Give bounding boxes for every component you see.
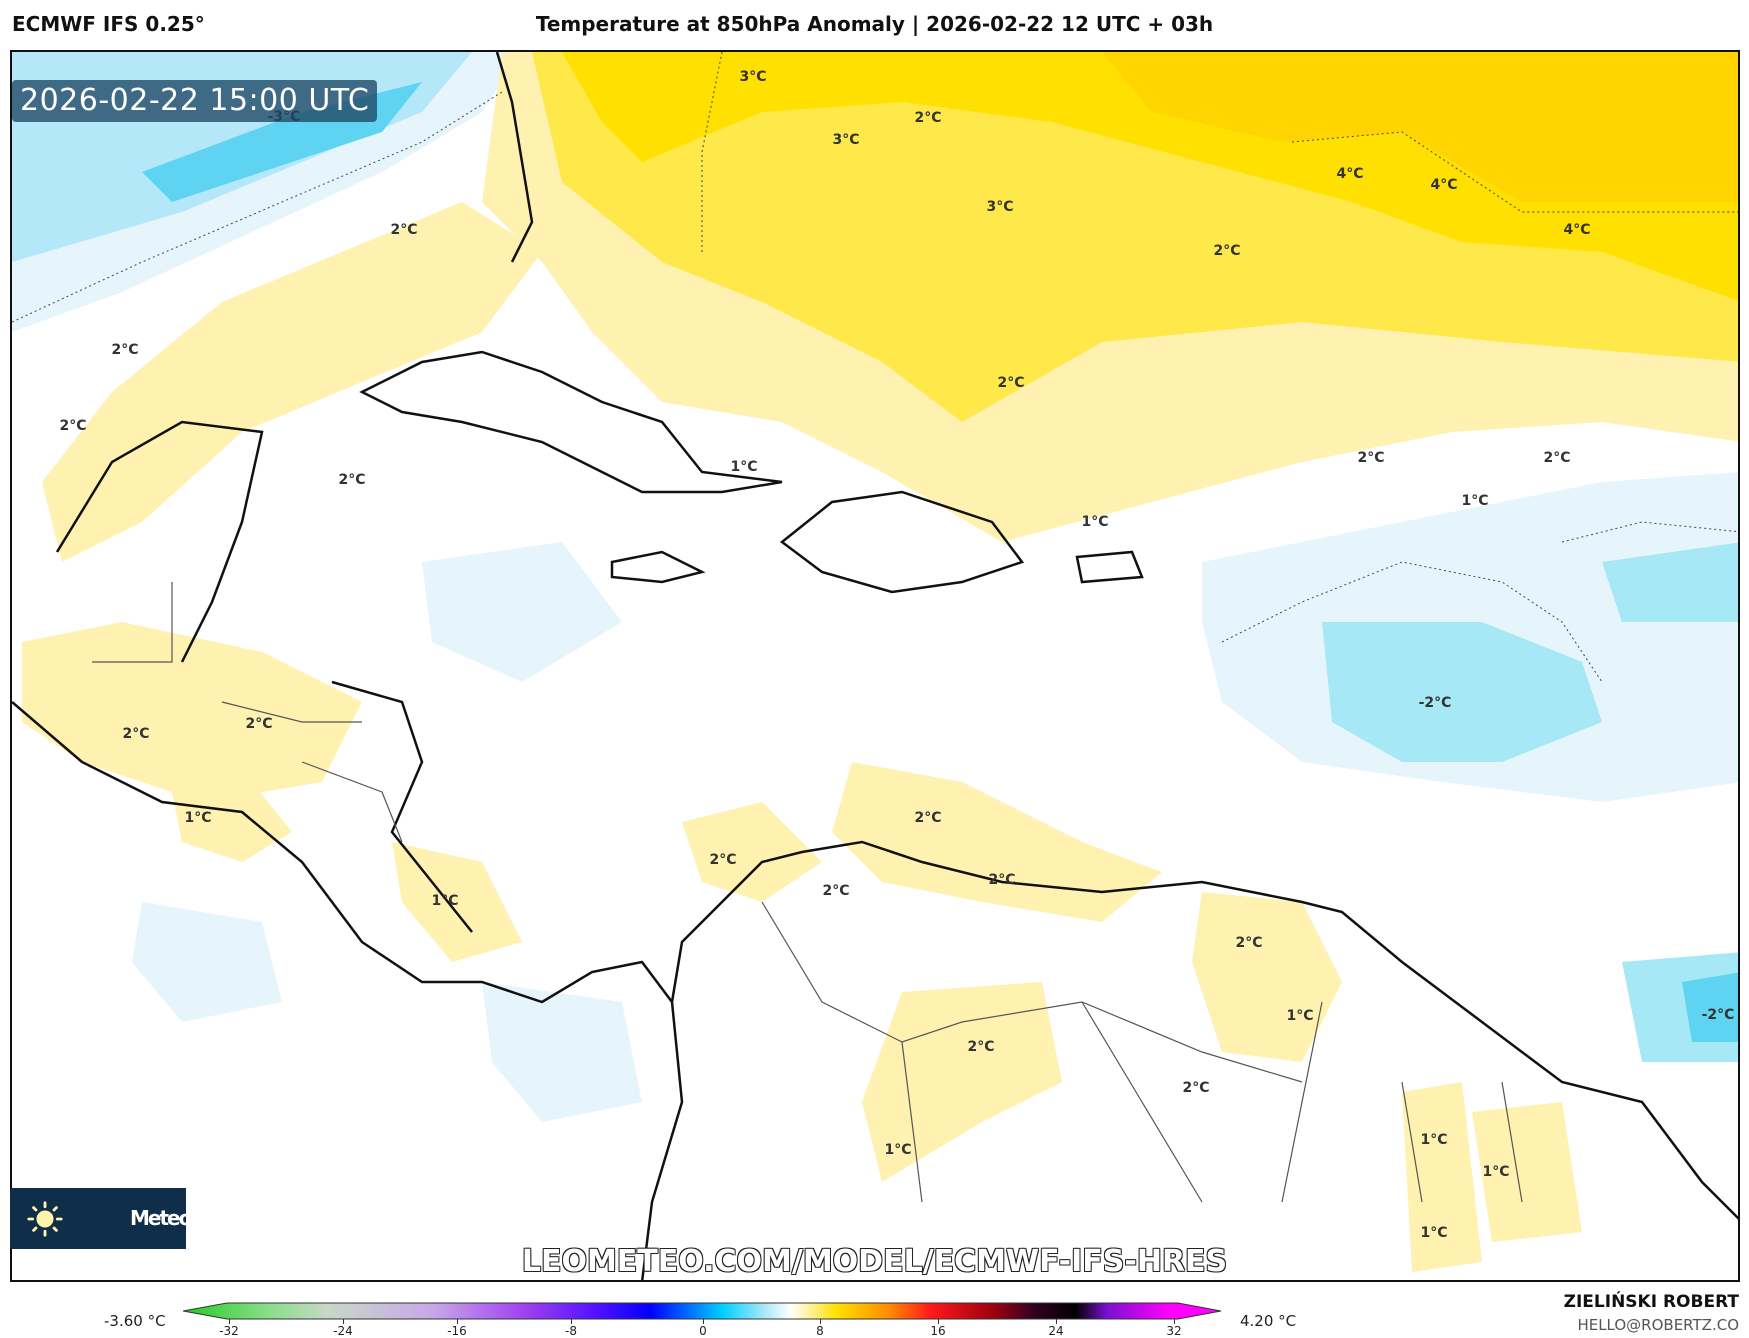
colorbar-tick-label: -16 bbox=[447, 1324, 467, 1338]
colorbar-tick-label: 8 bbox=[816, 1324, 824, 1338]
colorbar-tick-mark bbox=[229, 1319, 230, 1324]
contour-label: 1°C bbox=[1420, 1225, 1448, 1241]
contour-label: 3°C bbox=[739, 69, 767, 85]
contour-label: 1°C bbox=[1286, 1008, 1314, 1024]
colorbar-tick-mark bbox=[1174, 1319, 1175, 1324]
contour-label: 1°C bbox=[1081, 514, 1109, 530]
colorbar-tick-label: -24 bbox=[333, 1324, 353, 1338]
contour-label: 2°C bbox=[1182, 1080, 1210, 1096]
colorbar-tick-mark bbox=[1056, 1319, 1057, 1324]
contour-label: 2°C bbox=[988, 872, 1016, 888]
logo[interactable]: Meteo bbox=[10, 1188, 192, 1249]
chart-title: Temperature at 850hPa Anomaly | 2026-02-… bbox=[535, 12, 1214, 36]
contour-label: 1°C bbox=[884, 1142, 912, 1158]
contour-label: 2°C bbox=[914, 810, 942, 826]
weather-map[interactable]: 3°C2°C3°C3°C4°C4°C4°C2°C2°C-3°C2°C2°C2°C… bbox=[10, 50, 1740, 1282]
contour-label: 3°C bbox=[986, 199, 1014, 215]
colorbar-tick-label: 32 bbox=[1166, 1324, 1182, 1338]
contour-label: 2°C bbox=[122, 726, 150, 742]
author-email[interactable]: HELLO@ROBERTZ.CO bbox=[1577, 1316, 1739, 1334]
contour-label: 2°C bbox=[914, 110, 942, 126]
contour-label: 2°C bbox=[59, 418, 87, 434]
model-name: ECMWF IFS 0.25° bbox=[12, 12, 205, 36]
contour-label: 2°C bbox=[997, 375, 1025, 391]
contour-label: 2°C bbox=[111, 342, 139, 358]
contour-label: 1°C bbox=[1482, 1164, 1510, 1180]
watermark-url: LEOMETEO.COM/MODEL/ECMWF-IFS-HRES bbox=[521, 1244, 1228, 1279]
colorbar-tick-label: 24 bbox=[1048, 1324, 1064, 1338]
colorbar-tick-label: -32 bbox=[219, 1324, 239, 1338]
colorbar-tick-label: 16 bbox=[930, 1324, 946, 1338]
colorbar-max-value: 4.20 °C bbox=[1240, 1312, 1297, 1330]
contour-label: 2°C bbox=[1213, 243, 1241, 259]
contour-label: -2°C bbox=[1418, 695, 1452, 711]
contour-label: 2°C bbox=[390, 222, 418, 238]
colorbar-tick-mark bbox=[571, 1319, 572, 1324]
contour-label: 4°C bbox=[1336, 166, 1364, 182]
colorbar-tick-mark bbox=[820, 1319, 821, 1324]
contour-label: 2°C bbox=[245, 716, 273, 732]
colorbar-tick-mark bbox=[343, 1319, 344, 1324]
contour-label: 1°C bbox=[184, 810, 212, 826]
author-name: ZIELIŃSKI ROBERT bbox=[1563, 1292, 1739, 1312]
contour-label: 2°C bbox=[1543, 450, 1571, 466]
contour-label: 4°C bbox=[1563, 222, 1591, 238]
contour-label: 2°C bbox=[822, 883, 850, 899]
contour-label: 3°C bbox=[832, 132, 860, 148]
contour-label: 2°C bbox=[709, 852, 737, 868]
anomaly-field bbox=[12, 52, 1738, 1280]
sun-icon bbox=[27, 1201, 63, 1237]
contour-label: -2°C bbox=[1701, 1007, 1735, 1023]
colorbar bbox=[183, 1302, 1222, 1320]
colorbar-min-value: -3.60 °C bbox=[104, 1312, 166, 1330]
colorbar-tick-mark bbox=[938, 1319, 939, 1324]
contour-label: 2°C bbox=[338, 472, 366, 488]
contour-label: 2°C bbox=[967, 1039, 995, 1055]
contour-label: 1°C bbox=[431, 893, 459, 909]
contour-label: 1°C bbox=[1461, 493, 1489, 509]
colorbar-tick-mark bbox=[457, 1319, 458, 1324]
contour-label: 2°C bbox=[1357, 450, 1385, 466]
colorbar-tick-label: 0 bbox=[699, 1324, 707, 1338]
contour-label: 1°C bbox=[1420, 1132, 1448, 1148]
logo-text: Meteo bbox=[130, 1206, 192, 1230]
contour-label: 2°C bbox=[1235, 935, 1263, 951]
contour-label: 1°C bbox=[730, 459, 758, 475]
valid-time-badge: 2026-02-22 15:00 UTC bbox=[12, 80, 378, 122]
colorbar-tick-label: -8 bbox=[565, 1324, 577, 1338]
colorbar-tick-mark bbox=[703, 1319, 704, 1324]
contour-label: 4°C bbox=[1430, 177, 1458, 193]
